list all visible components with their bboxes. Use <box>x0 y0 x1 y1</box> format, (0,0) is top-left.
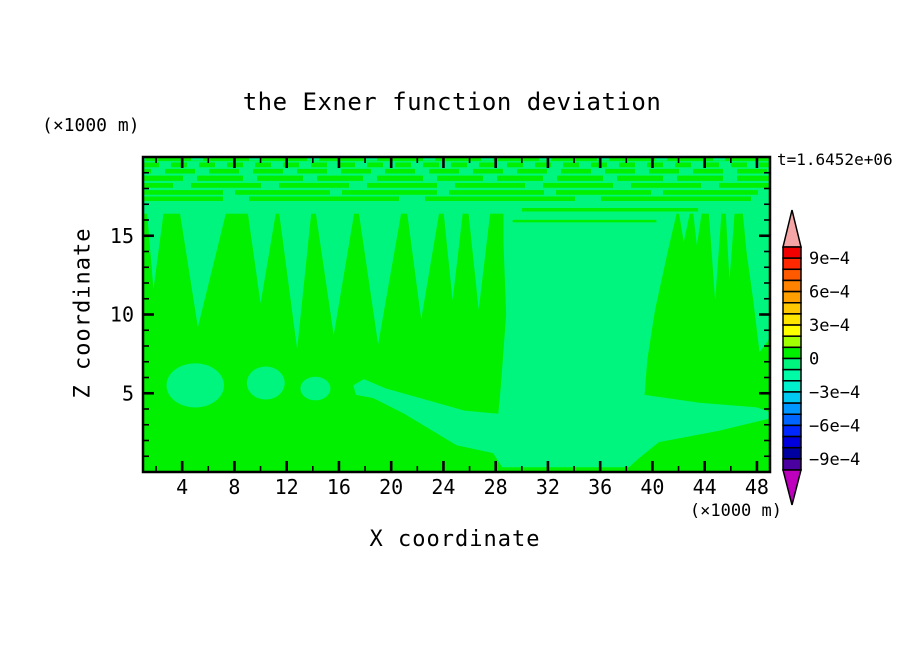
green-cut-line <box>521 208 699 212</box>
colorbar-segment <box>782 313 802 326</box>
colorbar-segment <box>782 302 802 315</box>
colorbar-over-arrow <box>782 209 802 248</box>
contour-wedge <box>179 210 227 328</box>
x-axis-unit-label: (×1000 m) <box>689 501 782 521</box>
contour-wedge <box>315 210 355 335</box>
colorbar-segment <box>782 435 802 449</box>
colorbar-segment <box>782 357 802 371</box>
colorbar-segment <box>782 279 802 293</box>
x-tick-label: 36 <box>588 475 612 499</box>
right-edge-wedge <box>742 210 770 353</box>
colorbar-segment <box>782 424 802 438</box>
y-tick-label: 5 <box>122 381 134 405</box>
colorbar-segment <box>782 446 802 460</box>
colorbar-segment <box>782 380 802 393</box>
colorbar-tick-label: 3e−4 <box>809 316 850 336</box>
colorbar-segment <box>782 246 802 259</box>
colorbar-segment <box>782 368 802 382</box>
colorbar-segment <box>782 402 802 416</box>
axis-ticks <box>143 157 770 472</box>
time-annotation: t=1.6452e+06 <box>777 150 893 169</box>
colorbar-segment <box>782 346 802 360</box>
contour-wedge <box>443 210 464 301</box>
colorbar-under-arrow <box>782 469 802 506</box>
colorbar-segment <box>782 335 802 349</box>
colorbar: 9e−4 6e−4 3e−4 0 −3e−4 −6e−4 −9e−4 <box>782 209 860 506</box>
y-axis-title: Z coordinate <box>70 227 96 399</box>
x-tick-label: 20 <box>379 475 403 499</box>
contour-blob <box>166 363 224 408</box>
colorbar-tick-label: 6e−4 <box>809 283 850 303</box>
x-tick-label: 28 <box>484 475 508 499</box>
y-tick-label: 10 <box>110 303 134 327</box>
colorbar-tick-label: −3e−4 <box>809 383 860 403</box>
x-tick-label: 24 <box>431 475 455 499</box>
x-tick-label: 4 <box>176 475 188 499</box>
contour-field <box>143 157 770 472</box>
y-tick-label: 15 <box>110 224 134 248</box>
colorbar-segment <box>782 257 802 271</box>
colorbar-tick-label: −6e−4 <box>809 416 860 436</box>
colorbar-segment <box>782 413 802 427</box>
x-tick-label: 16 <box>327 475 351 499</box>
contour-wedge <box>247 210 277 304</box>
x-tick-label: 12 <box>275 475 299 499</box>
contour-wedge <box>146 210 164 290</box>
x-tick-label: 8 <box>228 475 240 499</box>
colorbar-tick-label: 0 <box>809 350 819 370</box>
colorbar-segment <box>782 268 802 282</box>
central-contour-mass <box>353 210 770 468</box>
page-title: the Exner function deviation <box>242 88 662 116</box>
contour-wedge <box>406 210 440 320</box>
colorbar-segment <box>782 391 802 404</box>
contour-wedge <box>358 210 402 345</box>
contour-blob <box>300 376 331 401</box>
contour-blob <box>246 366 285 400</box>
contour-wedge <box>725 210 735 280</box>
colorbar-tick-label: −9e−4 <box>809 450 860 470</box>
colorbar-segment <box>782 324 802 337</box>
contour-wedge <box>708 210 722 301</box>
x-axis-title: X coordinate <box>369 527 541 552</box>
x-tick-label: 44 <box>693 475 717 499</box>
contour-wedge <box>278 210 312 350</box>
green-cut-line <box>512 219 657 223</box>
colorbar-tick-label: 9e−4 <box>809 249 850 269</box>
contour-wedge <box>468 210 491 310</box>
colorbar-segment <box>782 290 802 304</box>
y-axis-unit-label: (×1000 m) <box>42 115 140 136</box>
colorbar-segment <box>782 458 802 471</box>
x-tick-label: 48 <box>745 475 769 499</box>
x-tick-label: 32 <box>536 475 560 499</box>
contour-wedge <box>678 210 691 243</box>
x-tick-label: 40 <box>640 475 664 499</box>
contour-wedge <box>692 210 703 246</box>
